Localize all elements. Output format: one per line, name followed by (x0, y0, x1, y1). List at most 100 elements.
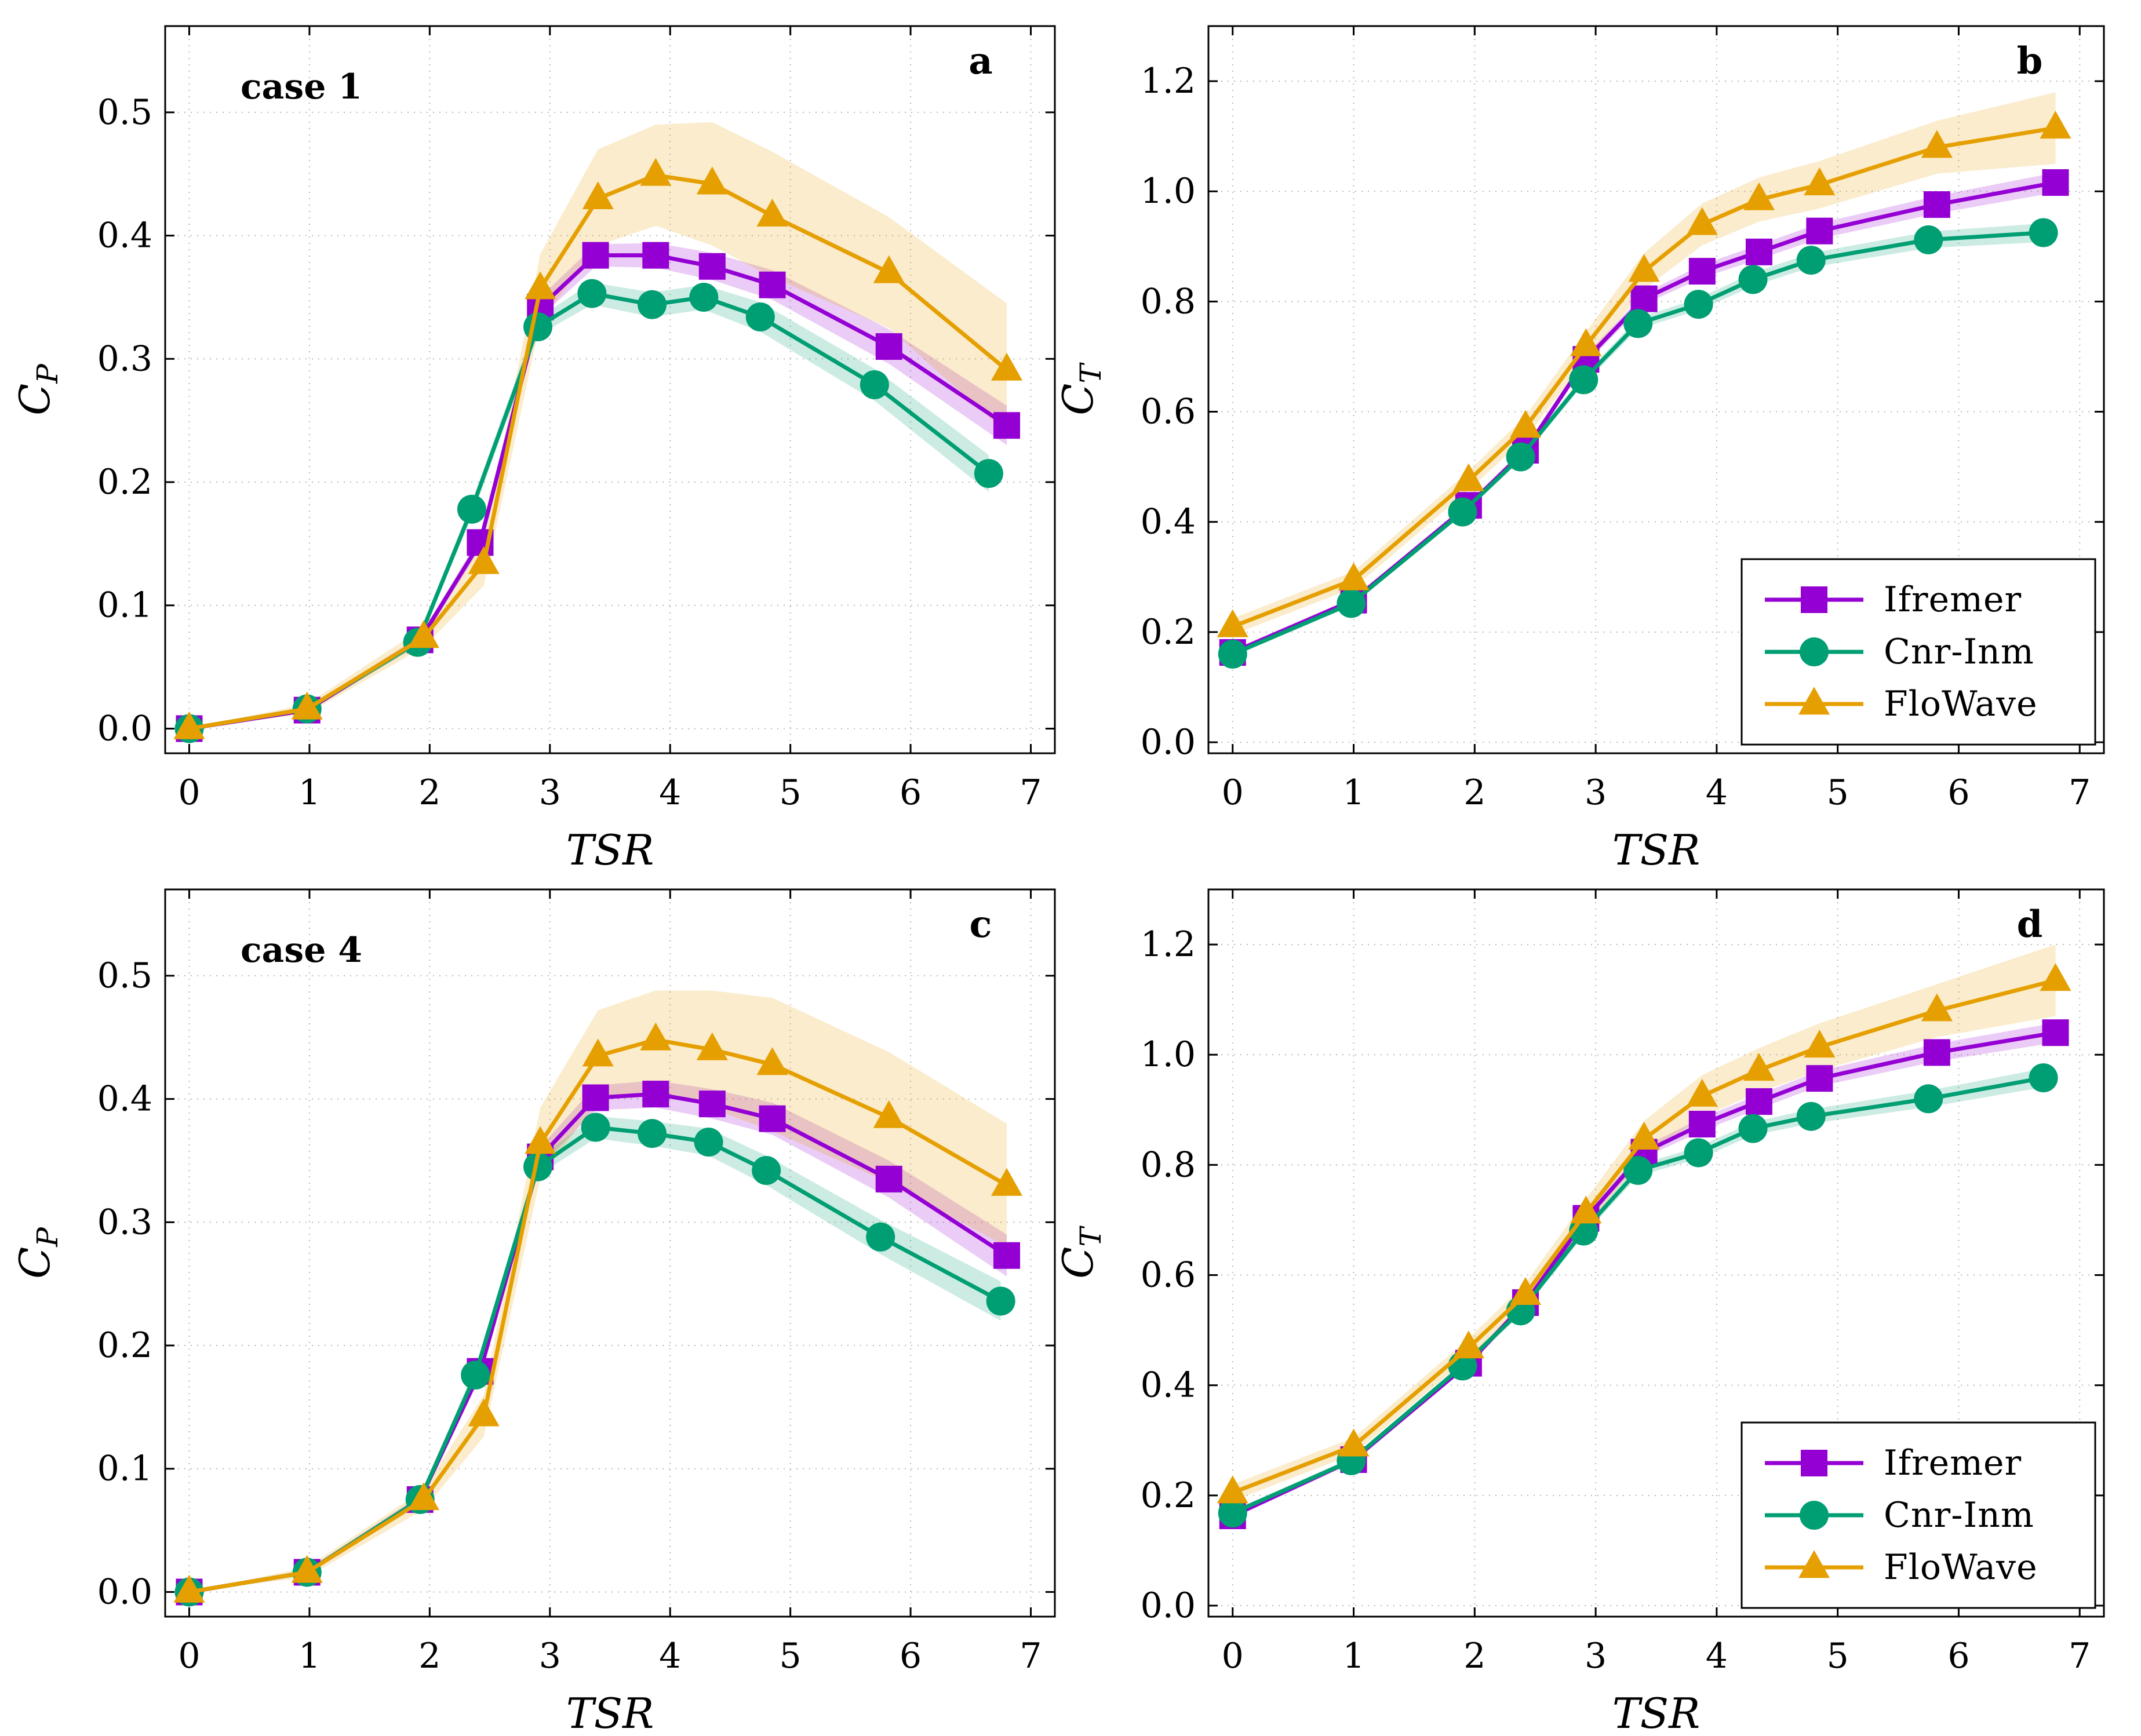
panel-d: 0 1 2 3 4 5 6 70.00.20.40.60.81.01.2TSRCTdIfrem… (1054, 888, 2105, 1736)
y-axis-label-main: C (1054, 384, 1102, 415)
data-point-circle (523, 1152, 553, 1181)
data-point-circle (581, 1113, 610, 1142)
legend-marker-triangle (1798, 687, 1830, 715)
plot-frame (1207, 888, 2105, 1618)
data-point-square (642, 242, 669, 269)
x-tick-label: 7 (2069, 772, 2091, 813)
y-tick-label: 0.2 (1141, 1475, 1196, 1516)
data-point-circle (638, 290, 667, 319)
legend-label: Cnr-Inm (1884, 1495, 2034, 1536)
plot-frame (164, 25, 1056, 754)
data-point-circle (752, 1155, 781, 1185)
legend-marker-circle (1800, 1501, 1829, 1530)
data-point-circle (2029, 218, 2058, 247)
x-tick-label: 0 (178, 1636, 200, 1676)
x-tick-label: 0 (1222, 772, 1244, 813)
legend: Ifremer Cnr-Inm FloWave (1741, 558, 2096, 746)
x-tick-label: 4 (659, 1636, 681, 1676)
data-point-triangle (468, 546, 500, 574)
series-line-circle (188, 1125, 1002, 1594)
x-tick-label: 6 (1947, 772, 1969, 813)
legend-label: FloWave (1884, 1547, 2038, 1588)
legend-label: Ifremer (1884, 579, 2022, 620)
data-point-triangle (2040, 963, 2071, 991)
data-point-triangle (1628, 254, 1660, 282)
y-tick-label: 0.1 (97, 1449, 152, 1489)
data-point-triangle (873, 1100, 905, 1128)
x-tick-label: 5 (780, 1636, 802, 1676)
data-point-square (698, 253, 726, 280)
data-point-triangle (1338, 562, 1370, 590)
data-point-triangle (1921, 130, 1953, 158)
x-axis-label: TSR (1612, 826, 1701, 874)
x-tick-label: 3 (539, 1636, 561, 1676)
y-axis-label: CT (1054, 1226, 1108, 1279)
data-point-circle (1738, 265, 1768, 294)
data-point-square (1806, 1065, 1833, 1092)
data-point-circle (860, 370, 889, 399)
y-axis-label-sub: P (31, 363, 64, 384)
data-point-triangle (1452, 463, 1484, 491)
data-point-triangle (2040, 111, 2071, 139)
data-point-circle (1448, 497, 1477, 527)
y-tick-label: 0.8 (1141, 281, 1196, 322)
x-tick-label: 2 (418, 1636, 440, 1676)
data-point-triangle (1921, 993, 1953, 1022)
data-point-circle (1623, 1155, 1653, 1185)
y-tick-label: 0.8 (1141, 1144, 1196, 1185)
y-tick-label: 0.1 (97, 585, 152, 626)
data-point-triangle (640, 158, 672, 186)
data-point-triangle (1452, 1330, 1484, 1359)
y-axis-label: CT (1054, 362, 1108, 415)
y-tick-label: 0.0 (97, 1571, 152, 1612)
data-point-triangle (1338, 1428, 1370, 1457)
legend-marker-square (1801, 586, 1827, 613)
data-point-square (1745, 1088, 1772, 1115)
data-point-triangle (1217, 609, 1248, 637)
x-tick-label: 2 (1463, 1636, 1485, 1676)
x-tick-label: 6 (1947, 1636, 1969, 1676)
data-point-triangle (291, 1555, 323, 1583)
data-point-circle (1218, 639, 1247, 669)
data-point-circle (2029, 1063, 2058, 1093)
data-point-triangle (582, 1038, 614, 1067)
data-point-triangle (1570, 328, 1602, 356)
x-tick-label: 3 (539, 772, 561, 813)
data-point-circle (1337, 589, 1366, 618)
data-point-square (1745, 238, 1772, 265)
data-point-circle (1796, 1102, 1826, 1131)
data-point-triangle (173, 1574, 205, 1603)
data-point-triangle (1743, 182, 1775, 210)
data-point-circle (461, 1361, 490, 1390)
x-tick-label: 2 (418, 772, 440, 813)
data-point-triangle (468, 1398, 500, 1427)
y-tick-label: 1.0 (1141, 1034, 1196, 1075)
data-point-square (1688, 1111, 1716, 1138)
data-point-triangle (173, 711, 205, 739)
x-tick-label: 1 (1342, 1636, 1364, 1676)
plot-frame (164, 888, 1056, 1618)
data-point-circle (694, 1128, 723, 1157)
data-point-triangle (1510, 1277, 1542, 1305)
data-point-triangle (1217, 1475, 1248, 1504)
data-point-circle (745, 302, 775, 331)
data-point-circle (1914, 1084, 1943, 1114)
panel-b: 0 1 2 3 4 5 6 70.00.20.40.60.81.01.2TSRCTbIfrem… (1054, 25, 2105, 874)
data-point-circle (1684, 1138, 1713, 1168)
legend: Ifremer Cnr-Inm FloWave (1741, 1421, 2096, 1609)
data-point-square (759, 271, 786, 298)
x-tick-label: 5 (1827, 772, 1849, 813)
x-axis-label: TSR (1612, 1689, 1701, 1736)
data-point-triangle (582, 181, 614, 210)
data-point-triangle (1804, 167, 1836, 196)
band-triangle (189, 990, 1007, 1592)
y-axis-label-sub: T (1074, 1226, 1108, 1247)
data-point-square (2042, 1019, 2069, 1046)
data-point-triangle (1743, 1053, 1775, 1081)
y-tick-label: 0.0 (1141, 722, 1196, 763)
data-point-triangle (696, 1032, 728, 1060)
data-point-square (2042, 169, 2069, 196)
data-point-circle (1569, 365, 1599, 395)
y-tick-label: 0.4 (1141, 502, 1196, 542)
x-tick-label: 3 (1585, 772, 1607, 813)
